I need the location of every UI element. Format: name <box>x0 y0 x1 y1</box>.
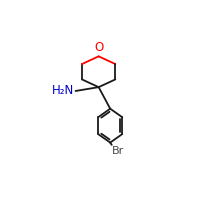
Text: Br: Br <box>112 146 124 156</box>
Text: H₂N: H₂N <box>52 84 74 97</box>
Text: O: O <box>94 41 103 54</box>
